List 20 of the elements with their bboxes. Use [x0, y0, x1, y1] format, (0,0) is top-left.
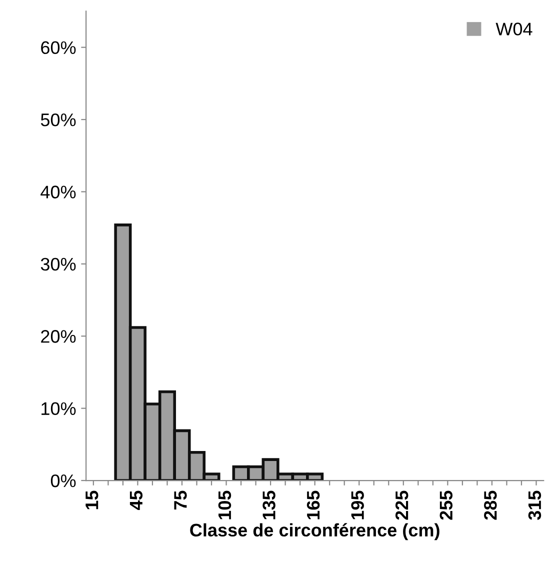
x-tick-label: 225 — [395, 490, 408, 520]
y-tick-label: 0% — [50, 474, 76, 488]
x-axis-title: Classe de circonférence (cm) — [190, 523, 440, 540]
x-tick-label: 165 — [306, 490, 320, 520]
y-tick-label: 60% — [41, 41, 76, 54]
y-tick-label: 40% — [40, 186, 76, 198]
x-tick-label: 195 — [351, 490, 364, 520]
y-tick-label: 10% — [42, 402, 76, 416]
y-tick-label: 30% — [40, 258, 76, 271]
x-tick-label: 135 — [262, 490, 276, 520]
x-tick-label: 105 — [218, 490, 232, 520]
x-tick-label: 45 — [130, 490, 143, 510]
legend-label: W04 — [496, 22, 532, 36]
x-tick-label: 285 — [484, 490, 497, 520]
y-tick-label: 50% — [40, 113, 76, 126]
x-tick-label: 75 — [174, 490, 187, 510]
x-tick-label: 15 — [86, 490, 98, 510]
x-tick-label: 255 — [440, 490, 453, 520]
y-tick-label: 20% — [41, 330, 76, 343]
x-tick-label: 315 — [528, 490, 542, 520]
